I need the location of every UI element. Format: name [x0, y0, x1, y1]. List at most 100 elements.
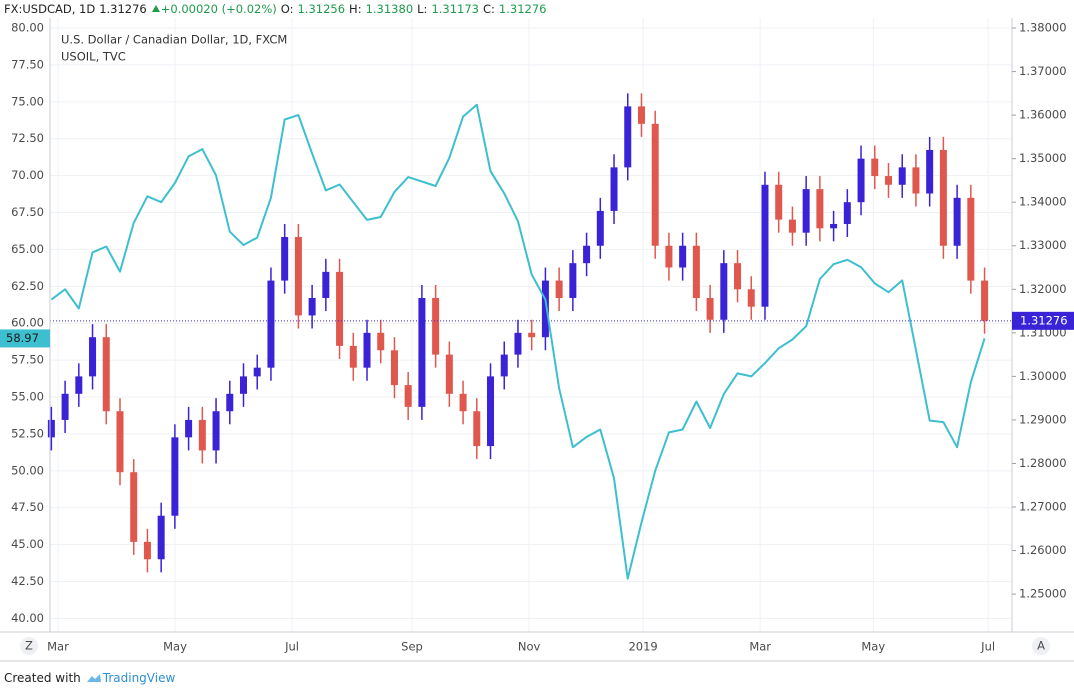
- x-tick-label: 2019: [628, 640, 657, 654]
- brand[interactable]: TradingView: [102, 671, 176, 685]
- up-arrow-icon: [151, 5, 160, 12]
- y2-tick-label: 1.38000: [1019, 21, 1067, 35]
- candle-body: [939, 149, 947, 246]
- candle-body: [843, 202, 851, 224]
- candle-body: [569, 263, 577, 299]
- change: +0.00020 (+0.02%): [160, 2, 277, 16]
- candle-body: [692, 245, 700, 299]
- candle-body: [89, 337, 97, 377]
- y-tick-label: 60.00: [11, 316, 44, 330]
- symbol: FX:USDCAD, 1D: [4, 2, 96, 16]
- x-tick-label: Jul: [284, 640, 299, 654]
- candle-body: [596, 210, 604, 246]
- y-tick-label: 57.50: [11, 353, 44, 367]
- last-price-label: 1.31276: [1020, 313, 1068, 327]
- y2-tick-label: 1.32000: [1019, 282, 1067, 296]
- candle-body: [637, 106, 645, 124]
- candle-body: [487, 376, 495, 447]
- y-tick-label: 80.00: [11, 21, 44, 35]
- x-tick-label: Nov: [518, 640, 541, 654]
- candle-body: [418, 298, 426, 407]
- candle-body: [322, 271, 330, 299]
- footer: Created with TradingView: [4, 668, 179, 688]
- candle-body: [720, 263, 728, 320]
- candle-body: [459, 393, 467, 412]
- x-tick-label: Mar: [749, 640, 771, 654]
- ohlc-value: 1.31173: [431, 2, 479, 16]
- legend-entry: U.S. Dollar / Canadian Dollar, 1D, FXCM: [61, 33, 287, 47]
- candle-body: [912, 167, 920, 194]
- y-tick-label: 67.50: [11, 205, 44, 219]
- y2-tick-label: 1.29000: [1019, 412, 1067, 426]
- candle-body: [281, 237, 289, 281]
- candle-body: [390, 350, 398, 386]
- ohlc-value: 1.31256: [297, 2, 346, 16]
- last-price: 1.31276: [99, 2, 147, 16]
- candle-body: [432, 298, 440, 355]
- y-tick-label: 72.50: [11, 131, 44, 145]
- candle-body: [239, 376, 247, 394]
- candle-body: [473, 411, 481, 447]
- candle-body: [212, 411, 220, 451]
- y2-tick-label: 1.28000: [1019, 456, 1067, 470]
- y2-tick-label: 1.37000: [1019, 64, 1067, 78]
- candle-body: [528, 332, 536, 338]
- candle-body: [377, 332, 385, 351]
- candle-body: [981, 280, 989, 321]
- scale-button[interactable]: [1032, 637, 1050, 655]
- candle-body: [198, 419, 206, 451]
- candle-body: [775, 184, 783, 220]
- y-tick-label: 45.00: [11, 537, 44, 551]
- y-tick-label: 65.00: [11, 242, 44, 256]
- candle-body: [185, 419, 193, 438]
- ohlc-label: C:: [483, 2, 495, 16]
- x-tick-label: Sep: [401, 640, 423, 654]
- ohlc-label: H:: [349, 2, 362, 16]
- y2-tick-label: 1.33000: [1019, 238, 1067, 252]
- y-tick-label: 42.50: [11, 574, 44, 588]
- candle-body: [294, 237, 302, 316]
- candle-body: [555, 280, 563, 299]
- candle-body: [665, 245, 673, 268]
- last-value-tag: [0, 329, 50, 348]
- y-tick-label: 75.00: [11, 94, 44, 108]
- y2-tick-label: 1.34000: [1019, 195, 1067, 209]
- y-tick-label: 40.00: [11, 611, 44, 625]
- candle-body: [610, 167, 618, 211]
- ohlc-value: 1.31380: [365, 2, 414, 16]
- y2-tick-label: 1.30000: [1019, 369, 1067, 383]
- candle-body: [788, 219, 796, 233]
- candle-body: [871, 158, 879, 177]
- candle-body: [404, 385, 412, 407]
- candle-body: [802, 189, 810, 233]
- ohlc-value: 1.31276: [498, 2, 547, 16]
- scale-button-label[interactable]: A: [1037, 639, 1045, 653]
- ohlc-label: L:: [417, 2, 428, 16]
- brand-logo[interactable]: [85, 671, 103, 685]
- candle-body: [171, 437, 179, 516]
- x-tick-label: May: [861, 640, 885, 654]
- x-tick-label: Mar: [47, 640, 69, 654]
- x-tick-label: Jul: [980, 640, 995, 654]
- candle-body: [651, 123, 659, 246]
- candle-body: [541, 280, 549, 338]
- scale-button[interactable]: [20, 637, 38, 655]
- y-tick-label: 52.50: [11, 426, 44, 440]
- candle-body: [143, 541, 151, 560]
- candle-body: [75, 376, 83, 394]
- header: FX:USDCAD, 1D 1.31276 +0.00020 (+0.02%) …: [4, 0, 550, 18]
- y-tick-label: 62.50: [11, 279, 44, 293]
- candle-body: [157, 515, 165, 560]
- scale-button-label[interactable]: Z: [25, 639, 33, 653]
- x-tick-label: May: [163, 640, 187, 654]
- candle-body: [761, 184, 769, 307]
- candle-body: [679, 245, 687, 268]
- y2-tick-label: 1.27000: [1019, 500, 1067, 514]
- y2-tick-label: 1.36000: [1019, 108, 1067, 122]
- candle-body: [816, 189, 824, 229]
- y-tick-label: 77.50: [11, 57, 44, 71]
- candle-body: [500, 354, 508, 377]
